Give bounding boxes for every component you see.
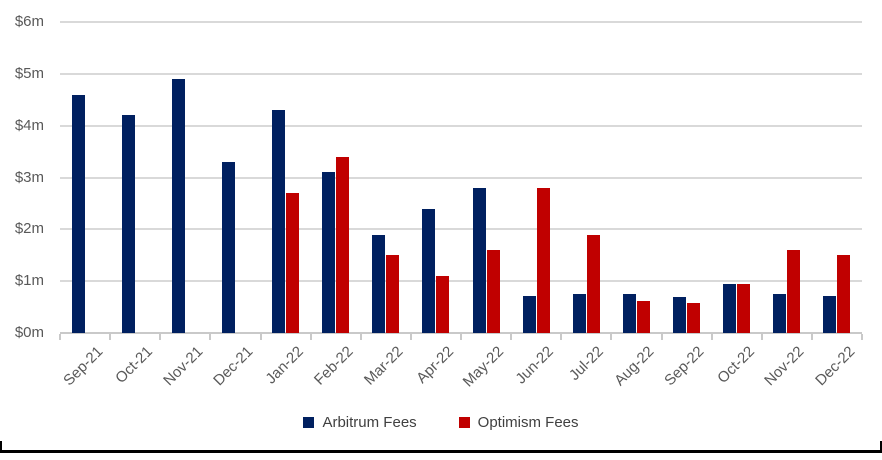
bottom-divider-left-stub	[0, 441, 2, 453]
x-axis-tick	[409, 334, 412, 340]
optimism-fees-bar	[536, 187, 550, 333]
x-axis-tick	[861, 334, 863, 340]
optimism-legend-label: Optimism Fees	[477, 414, 579, 431]
x-axis-category-label: Jan-22	[262, 343, 307, 388]
optimism-fees-bar	[586, 234, 600, 333]
arbitrum-fees-bar	[823, 295, 837, 333]
y-gridline	[60, 72, 862, 75]
optimism-fees-bar	[737, 283, 751, 333]
arbitrum-fees-bar	[322, 172, 336, 333]
x-axis-tick	[259, 334, 262, 340]
arbitrum-legend-swatch-icon	[303, 417, 315, 428]
arbitrum-fees-bar	[673, 296, 687, 333]
x-axis-category-label: Nov-22	[761, 343, 808, 390]
y-axis-tick-label: $4m	[14, 116, 44, 134]
x-axis-tick	[159, 334, 162, 340]
x-axis-category-label: Sep-21	[59, 343, 107, 390]
x-axis-category-label: Jul-22	[566, 343, 608, 384]
bottom-divider-right-stub	[880, 441, 882, 453]
x-axis-tick	[309, 334, 312, 340]
x-axis-category-label: May-22	[459, 343, 508, 391]
optimism-fees-bar	[787, 250, 801, 333]
y-axis-tick-label: $2m	[14, 220, 44, 238]
optimism-fees-bar	[486, 250, 500, 333]
legend-item-optimism: Optimism Fees	[458, 414, 579, 431]
y-axis-tick-label: $0m	[14, 324, 44, 341]
x-axis-tick	[359, 334, 362, 340]
y-axis-tick-label: $6m	[14, 13, 44, 30]
x-axis-tick	[460, 334, 462, 340]
y-gridline	[60, 228, 862, 231]
optimism-fees-bar	[837, 255, 851, 333]
x-axis-tick	[109, 334, 112, 340]
y-axis-tick-label: $3m	[14, 168, 44, 186]
x-axis-tick	[560, 334, 563, 340]
arbitrum-fees-bar	[272, 110, 286, 333]
arbitrum-fees-bar	[221, 161, 235, 333]
y-gridline	[60, 124, 862, 127]
x-axis-category-label: Apr-22	[413, 343, 457, 387]
x-axis-tick	[59, 334, 61, 340]
arbitrum-fees-bar	[622, 294, 636, 333]
x-axis-line	[60, 332, 862, 334]
x-axis-tick	[760, 334, 763, 340]
arbitrum-fees-bar	[472, 187, 486, 333]
optimism-legend-swatch-icon	[458, 417, 470, 428]
x-axis-category-label: Nov-21	[160, 343, 207, 390]
y-gridline	[60, 176, 862, 179]
x-axis-category-label: Dec-21	[210, 343, 257, 390]
optimism-fees-bar	[636, 300, 650, 333]
optimism-fees-bar	[386, 255, 400, 333]
x-axis-tick	[610, 334, 613, 340]
optimism-fees-bar	[286, 193, 300, 333]
arbitrum-fees-bar	[121, 115, 135, 333]
arbitrum-fees-bar	[71, 94, 85, 333]
x-axis-tick	[810, 334, 813, 340]
x-axis-category-label: Feb-22	[311, 343, 357, 389]
arbitrum-fees-bar	[522, 295, 536, 333]
arbitrum-fees-bar	[773, 294, 787, 333]
x-axis-category-label: Jun-22	[512, 343, 558, 388]
arbitrum-fees-bar	[171, 79, 185, 333]
legend-item-arbitrum: Arbitrum Fees	[303, 414, 417, 431]
x-axis-tick	[510, 334, 513, 340]
y-gridline	[60, 21, 862, 23]
y-axis-tick-label: $5m	[14, 64, 44, 82]
x-axis-category-label: Dec-22	[811, 343, 858, 390]
arbitrum-fees-bar	[422, 208, 436, 333]
optimism-fees-bar	[336, 156, 350, 333]
bottom-divider	[0, 450, 882, 453]
arbitrum-fees-bar	[372, 234, 386, 333]
arbitrum-fees-bar	[572, 294, 586, 333]
arbitrum-legend-label: Arbitrum Fees	[322, 414, 417, 431]
x-axis-category-label: Sep-22	[661, 343, 708, 390]
y-axis-tick-label: $1m	[14, 272, 44, 290]
chart-legend: Arbitrum Fees Optimism Fees	[0, 414, 882, 431]
x-axis-category-label: Mar-22	[361, 343, 407, 389]
x-axis-category-label: Aug-22	[611, 343, 658, 390]
y-gridline	[60, 280, 862, 283]
x-axis-category-label: Oct-21	[112, 343, 157, 387]
x-axis-tick	[209, 334, 212, 340]
x-axis-category-label: Oct-22	[713, 343, 758, 387]
arbitrum-fees-bar	[723, 283, 737, 333]
optimism-fees-bar	[687, 302, 701, 333]
optimism-fees-bar	[436, 275, 450, 333]
x-axis-tick	[710, 334, 713, 340]
x-axis-tick	[660, 334, 663, 340]
